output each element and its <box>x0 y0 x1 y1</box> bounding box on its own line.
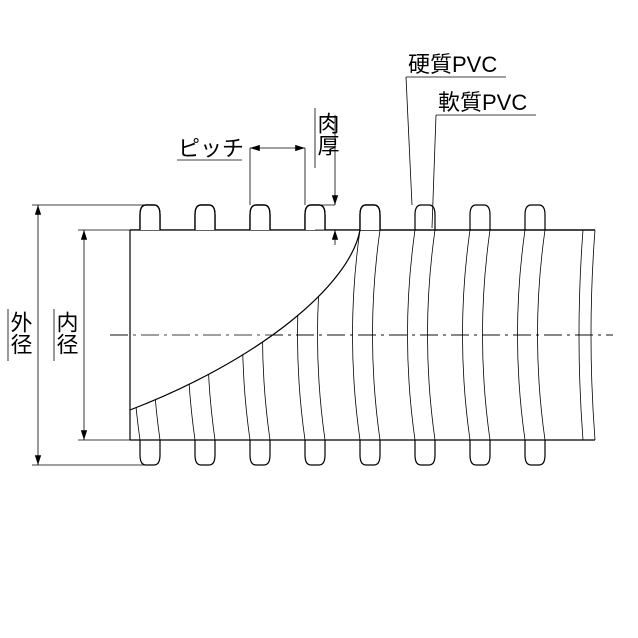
hard-pvc-label: 硬質PVC <box>408 52 497 77</box>
inner-diameter-label: 内径 <box>54 311 79 355</box>
hose-cross-section-diagram: 外径内径 ピッチ 肉厚 硬質PVC 軟質PVC <box>0 0 638 638</box>
outer-diameter-label: 外径 <box>8 311 33 355</box>
pitch-label: ピッチ <box>178 136 244 161</box>
wall-thickness-label: 肉厚 <box>315 112 340 156</box>
soft-pvc-label: 軟質PVC <box>438 90 527 115</box>
